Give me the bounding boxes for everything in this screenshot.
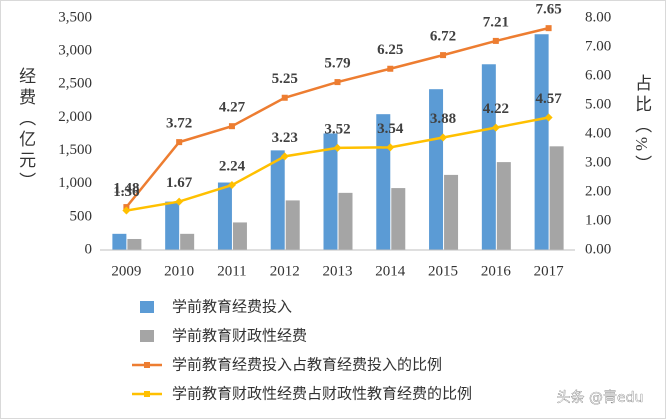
- marker: [492, 37, 499, 44]
- y-tick-label: 1,500: [58, 142, 92, 158]
- y2-tick-label: 5.00: [585, 96, 611, 112]
- bar: [323, 133, 338, 250]
- data-label: 4.57: [535, 91, 562, 107]
- bar: [481, 64, 496, 250]
- y2-tick-label: 6.00: [585, 67, 611, 83]
- watermark: 头条 @青edu: [557, 389, 644, 406]
- bar: [127, 238, 142, 250]
- marker: [122, 206, 131, 215]
- bar: [391, 188, 406, 250]
- bar: [270, 150, 285, 250]
- marker: [228, 123, 235, 130]
- x-tick-label: 2015: [428, 263, 458, 279]
- y2-tick-label: 7.00: [585, 38, 611, 54]
- x-tick-label: 2011: [217, 263, 246, 279]
- data-label: 1.36: [113, 184, 140, 200]
- marker: [227, 181, 236, 190]
- legend-marker: [144, 362, 150, 368]
- bar: [429, 89, 444, 250]
- y2-tick-label: 0.00: [585, 241, 611, 257]
- marker: [386, 143, 395, 152]
- data-label: 5.79: [324, 56, 350, 72]
- data-label: 1.48: [113, 181, 139, 197]
- y-axis-label: 经费（亿元）: [16, 67, 36, 193]
- bar: [444, 174, 459, 250]
- marker: [387, 65, 394, 72]
- legend-label: 学前教育经费投入: [172, 298, 292, 316]
- legend-marker: [144, 391, 150, 397]
- marker: [439, 133, 448, 142]
- marker: [334, 79, 341, 86]
- y2-tick-label: 8.00: [585, 9, 611, 25]
- y-tick-label: 1,000: [58, 175, 92, 191]
- marker: [333, 143, 342, 152]
- data-label: 4.22: [483, 101, 509, 117]
- data-label: 3.52: [324, 121, 350, 137]
- data-label: 2.24: [219, 158, 246, 174]
- data-label: 3.88: [430, 111, 456, 127]
- bar: [165, 201, 180, 250]
- y2-tick-label: 1.00: [585, 212, 611, 228]
- bar: [217, 182, 232, 250]
- y2-tick-label: 4.00: [585, 125, 611, 141]
- y-tick-label: 2,500: [58, 76, 92, 92]
- data-label: 3.54: [377, 121, 404, 137]
- y2-tick-label: 3.00: [585, 154, 611, 170]
- data-label: 7.21: [483, 14, 509, 30]
- data-label: 5.25: [272, 71, 298, 87]
- bar: [112, 233, 127, 250]
- data-label: 3.72: [166, 116, 192, 132]
- legend-label: 学前教育财政性经费: [172, 327, 307, 345]
- marker: [280, 152, 289, 161]
- data-label: 1.67: [166, 175, 193, 191]
- data-label: 7.65: [535, 2, 561, 18]
- legend-swatch: [140, 330, 154, 342]
- marker: [440, 52, 447, 59]
- y2-tick-label: 2.00: [585, 183, 611, 199]
- marker: [281, 94, 288, 101]
- bar: [496, 162, 511, 250]
- bar: [549, 146, 564, 250]
- legend-label: 学前教育经费投入占教育经费投入的比例: [172, 356, 442, 374]
- x-tick-label: 2017: [534, 263, 565, 279]
- y-tick-label: 3,500: [58, 9, 92, 25]
- data-label: 3.23: [272, 130, 298, 146]
- x-tick-label: 2013: [323, 263, 353, 279]
- x-tick-label: 2016: [481, 263, 512, 279]
- marker: [545, 25, 552, 32]
- bar: [338, 192, 353, 250]
- y-tick-label: 500: [70, 208, 93, 224]
- y2-axis-label: 占比（%）: [632, 74, 652, 176]
- y-tick-label: 0: [85, 241, 93, 257]
- data-label: 6.25: [377, 42, 403, 58]
- x-tick-label: 2009: [111, 263, 141, 279]
- x-tick-label: 2014: [375, 263, 406, 279]
- bar: [232, 222, 247, 250]
- x-tick-label: 2012: [270, 263, 300, 279]
- data-label: 6.72: [430, 29, 456, 45]
- marker: [491, 123, 500, 132]
- bar: [534, 34, 549, 250]
- bar: [180, 233, 195, 250]
- marker: [175, 197, 184, 206]
- x-tick-label: 2010: [164, 263, 194, 279]
- y-tick-label: 2,000: [58, 109, 92, 125]
- y-tick-label: 3,000: [58, 43, 92, 59]
- bar: [285, 200, 300, 250]
- legend-label: 学前教育财政性经费占财政性教育经费的比例: [172, 385, 472, 403]
- marker: [176, 139, 183, 146]
- marker: [544, 113, 553, 122]
- data-label: 4.27: [219, 100, 246, 116]
- legend-swatch: [140, 301, 154, 313]
